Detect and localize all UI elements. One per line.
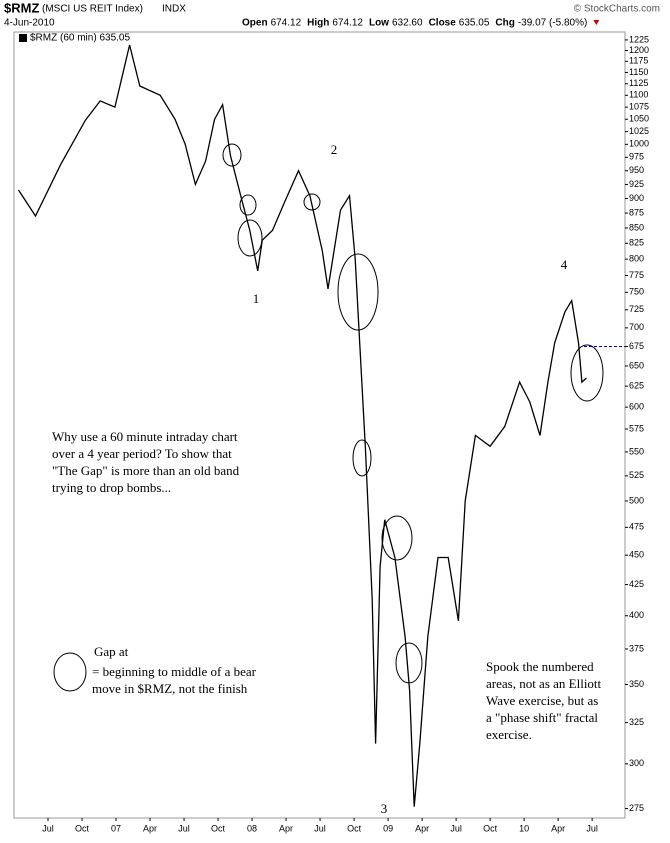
wave-label: 4	[561, 257, 568, 272]
note-line: Why use a 60 minute intraday chart	[52, 429, 238, 444]
quote-value: 632.60	[392, 18, 423, 29]
y-tick-label: 700	[629, 322, 644, 332]
note-line: over a 4 year period? To show that	[52, 446, 232, 461]
y-tick-label: 500	[629, 495, 644, 505]
y-tick-label: 925	[629, 179, 644, 189]
quote-value: 635.05	[459, 18, 490, 29]
x-tick-label: 10	[519, 823, 529, 833]
y-tick-label: 725	[629, 304, 644, 314]
y-tick-label: 1075	[629, 101, 649, 111]
y-tick-label: 750	[629, 287, 644, 297]
note-line: Spook the numbered	[486, 659, 594, 674]
symbol: $RMZ	[4, 0, 39, 15]
y-tick-label: 875	[629, 207, 644, 217]
y-tick-label: 525	[629, 470, 644, 480]
wave-label: 2	[331, 142, 338, 157]
y-tick-label: 1000	[629, 139, 649, 149]
y-tick-label: 325	[629, 717, 644, 727]
price-line	[17, 44, 587, 807]
y-tick-label: 1200	[629, 45, 649, 55]
x-tick-label: Jul	[450, 823, 462, 833]
x-tick-label: Oct	[75, 823, 90, 833]
source: © StockCharts.com	[574, 4, 660, 15]
x-tick-label: Apr	[551, 823, 565, 833]
note-line: Wave exercise, but as	[486, 693, 598, 708]
wave-label: 3	[381, 801, 388, 816]
y-tick-label: 1100	[629, 90, 648, 100]
note-line: areas, not as an Elliott	[486, 676, 602, 691]
note-line: exercise.	[486, 727, 532, 742]
quote-label: Chg	[495, 18, 514, 29]
y-tick-label: 350	[629, 679, 644, 689]
x-tick-label: 08	[247, 823, 257, 833]
x-tick-label: Oct	[483, 823, 498, 833]
y-tick-label: 900	[629, 193, 644, 203]
y-tick-label: 1175	[629, 56, 648, 66]
y-tick-label: 675	[629, 341, 644, 351]
x-tick-label: Apr	[415, 823, 429, 833]
x-tick-label: Apr	[279, 823, 293, 833]
x-tick-label: 07	[111, 823, 121, 833]
date: 4-Jun-2010	[4, 18, 55, 29]
y-tick-label: 575	[629, 423, 644, 433]
y-tick-label: 375	[629, 643, 644, 653]
y-tick-label: 850	[629, 222, 644, 232]
y-tick-label: 450	[629, 550, 644, 560]
y-tick-label: 600	[629, 402, 644, 412]
exchange: INDX	[162, 4, 186, 15]
y-tick-label: 1050	[629, 114, 649, 124]
x-tick-label: Oct	[211, 823, 226, 833]
quote-label: Open	[242, 18, 268, 29]
x-tick-label: Jul	[178, 823, 190, 833]
quote-label: High	[307, 18, 329, 29]
y-tick-label: 1025	[629, 126, 649, 136]
y-tick-label: 950	[629, 165, 644, 175]
legend: $RMZ (60 min) 635.05	[30, 33, 130, 44]
y-tick-label: 975	[629, 152, 644, 162]
x-tick-label: Jul	[314, 823, 326, 833]
note-line: "The Gap" is more than an old band	[52, 463, 240, 478]
plot-frame	[13, 31, 626, 819]
note-line: trying to drop bombs...	[52, 480, 171, 495]
y-tick-label: 400	[629, 610, 644, 620]
y-tick-label: 650	[629, 360, 644, 370]
y-tick-label: 550	[629, 446, 644, 456]
index-name: (MSCI US REIT Index)	[42, 4, 143, 15]
y-tick-label: 1225	[629, 34, 649, 44]
x-tick-label: Jul	[42, 823, 54, 833]
y-tick-label: 775	[629, 270, 644, 280]
quote-label: Close	[429, 18, 457, 29]
quote-value: 674.12	[332, 18, 363, 29]
circles	[53, 143, 604, 692]
note-line: = beginning to middle of a bear	[92, 664, 257, 679]
x-tick-label: Oct	[347, 823, 362, 833]
down-arrow	[593, 20, 600, 25]
x-tick-label: 09	[383, 823, 393, 833]
legend-swatch	[19, 34, 27, 42]
wave-label: 1	[253, 291, 260, 306]
y-tick-label: 275	[629, 803, 644, 813]
note-line: a "phase shift" fractal	[486, 710, 598, 725]
y-tick-label: 1150	[629, 67, 648, 77]
x-tick-label: Jul	[586, 823, 598, 833]
note-line: Gap at	[94, 644, 129, 659]
quote-value: -39.07 (-5.80%)	[518, 18, 587, 29]
y-tick-label: 625	[629, 381, 644, 391]
y-tick-label: 1125	[629, 78, 648, 88]
y-tick-label: 800	[629, 254, 644, 264]
quote-label: Low	[369, 18, 389, 29]
quote-value: 674.12	[271, 18, 302, 29]
y-tick-label: 300	[629, 758, 644, 768]
y-tick-label: 475	[629, 522, 644, 532]
x-tick-label: Apr	[143, 823, 157, 833]
note-line: move in $RMZ, not the finish	[92, 681, 248, 696]
y-tick-label: 825	[629, 238, 644, 248]
y-tick-label: 425	[629, 579, 644, 589]
